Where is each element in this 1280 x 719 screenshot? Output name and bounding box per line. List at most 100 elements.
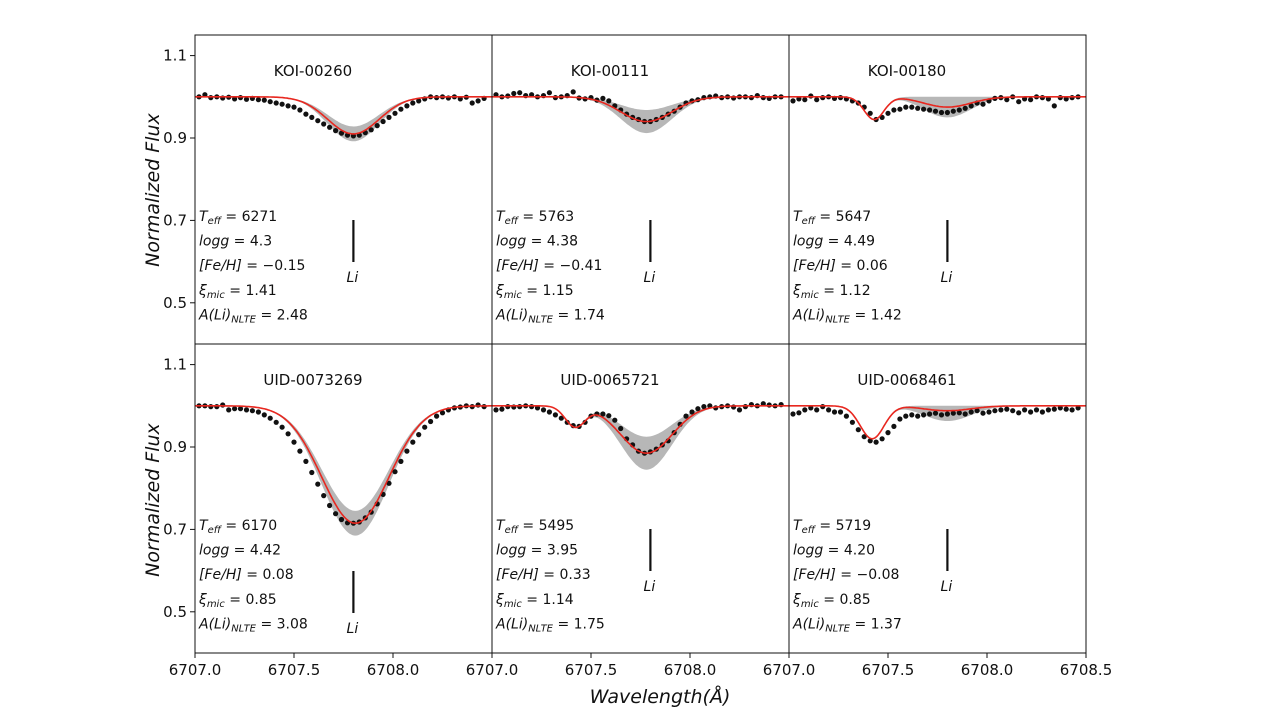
observed-point [267, 415, 273, 421]
param-feh: [Fe/H] = −0.08 [793, 567, 899, 583]
li-label: Li [644, 579, 656, 595]
observed-point [517, 90, 523, 96]
observed-point [511, 90, 517, 97]
observed-point [273, 100, 279, 106]
observed-point [701, 404, 707, 410]
observed-point [600, 411, 606, 417]
y-tick-label: 0.7 [163, 520, 187, 538]
param-feh: [Fe/H] = −0.41 [496, 258, 602, 274]
observed-point [843, 413, 850, 419]
observed-point [897, 416, 903, 422]
model-line [195, 96, 492, 135]
panel-3: UID-0073269 Teff = 6170 logg = 4.42 [Fe/H] … [195, 371, 492, 637]
observed-point [469, 100, 475, 106]
y-tick-label: 0.5 [163, 603, 187, 621]
observed-point [261, 97, 267, 103]
observed-point [944, 109, 951, 116]
observed-point [849, 419, 856, 425]
observed-point [255, 97, 261, 103]
y-tick-label: 0.9 [163, 129, 187, 147]
observed-point [855, 427, 861, 433]
model-line [789, 404, 1086, 440]
observed-point [915, 105, 921, 111]
observed-point [410, 439, 416, 445]
observed-point [927, 411, 933, 417]
uncertainty-band [789, 96, 1086, 120]
observed-point [499, 406, 505, 412]
observed-point [921, 106, 927, 112]
observed-point [261, 412, 267, 418]
observed-point [689, 409, 695, 415]
observed-point [1010, 408, 1016, 414]
observed-point [1022, 407, 1028, 413]
param-feh: [Fe/H] = 0.06 [793, 258, 888, 274]
panel-5: UID-0068461 Teff = 5719 logg = 4.20 [Fe/H] … [789, 371, 1086, 634]
model-line [195, 404, 492, 525]
observed-point [303, 111, 309, 117]
x-tick-label: 6708.0 [664, 661, 717, 679]
param-ali: A(Li)NLTE = 3.08 [198, 616, 308, 634]
x-tick-label: 6707.5 [268, 661, 321, 679]
observed-point [921, 412, 927, 418]
param-xi: ξmic = 0.85 [198, 592, 277, 610]
observed-point [909, 104, 915, 110]
observed-point [1028, 97, 1034, 103]
panel-frame [788, 343, 1087, 654]
observed-point [285, 103, 291, 109]
panel-2: KOI-00180 Teff = 5647 logg = 4.49 [Fe/H] = … [789, 62, 1086, 325]
observed-point [386, 480, 392, 486]
x-tick-label: 6707.0 [763, 661, 816, 679]
param-feh: [Fe/H] = 0.33 [496, 567, 591, 583]
observed-point [831, 409, 838, 415]
param-feh: [Fe/H] = 0.08 [199, 567, 294, 583]
param-ali: A(Li)NLTE = 2.48 [198, 307, 308, 325]
x-tick-label: 6708.0 [961, 661, 1014, 679]
param-ali: A(Li)NLTE = 1.75 [495, 616, 605, 634]
observed-point [1045, 407, 1051, 413]
uncertainty-band [492, 96, 789, 134]
observed-point [404, 103, 410, 109]
param-xi: ξmic = 1.15 [495, 283, 574, 301]
y-axis-label-bottom: Normalized Flux [142, 422, 164, 576]
param-teff: Teff = 6271 [199, 209, 277, 227]
observed-point [891, 423, 897, 429]
observed-point [950, 108, 956, 114]
panel-title: KOI-00180 [868, 62, 946, 80]
uncertainty-band [195, 405, 492, 536]
panel-4: UID-0065721 Teff = 5495 logg = 3.95 [Fe/H] … [492, 371, 789, 634]
param-logg: logg = 4.3 [199, 234, 272, 250]
observed-point [267, 99, 273, 105]
observed-point [540, 407, 547, 413]
param-logg: logg = 4.20 [793, 543, 875, 559]
observed-point [374, 123, 380, 129]
model-line [789, 96, 1086, 121]
y-tick-label: 0.5 [163, 294, 187, 312]
observed-point [927, 107, 933, 113]
y-tick-label: 1.1 [163, 47, 187, 65]
observed-point [606, 413, 612, 419]
observed-point [243, 407, 250, 413]
panel-title: UID-0073269 [263, 371, 362, 389]
observed-point [932, 108, 939, 114]
observed-point [303, 458, 309, 464]
observed-point [416, 432, 422, 438]
panel-1: KOI-00111 Teff = 5763 logg = 4.38 [Fe/H] = … [492, 62, 789, 325]
observed-point [208, 404, 214, 410]
y-tick-label: 0.7 [163, 211, 187, 229]
observed-point [962, 411, 968, 417]
observed-point [570, 89, 576, 95]
observed-point [1016, 99, 1022, 105]
observed-point [493, 407, 499, 413]
observed-point [873, 439, 879, 445]
observed-point [903, 413, 909, 419]
param-teff: Teff = 5763 [496, 209, 574, 227]
observed-point [968, 409, 974, 415]
param-teff: Teff = 5647 [793, 209, 871, 227]
observed-point [837, 409, 844, 415]
observed-point [974, 408, 980, 414]
observed-point [1004, 406, 1010, 412]
observed-point [333, 128, 339, 134]
x-tick-label: 6707.0 [169, 661, 222, 679]
observed-point [475, 402, 481, 408]
